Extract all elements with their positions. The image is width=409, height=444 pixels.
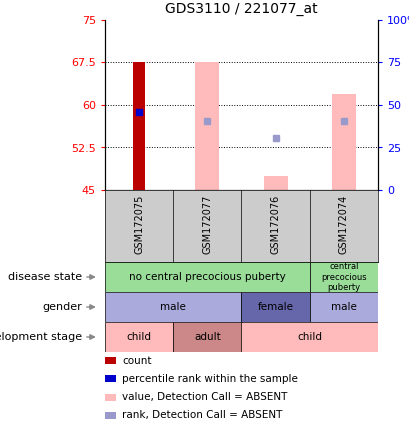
- Bar: [105, 412, 116, 419]
- Bar: [241, 292, 309, 322]
- Text: GSM172076: GSM172076: [270, 195, 280, 254]
- Text: disease state: disease state: [8, 272, 82, 282]
- Text: GSM172074: GSM172074: [338, 195, 348, 254]
- Text: GSM172077: GSM172077: [202, 195, 212, 254]
- Text: percentile rank within the sample: percentile rank within the sample: [122, 374, 297, 384]
- Bar: [309, 292, 377, 322]
- Title: GDS3110 / 221077_at: GDS3110 / 221077_at: [165, 2, 317, 16]
- Bar: [105, 357, 116, 364]
- Bar: [105, 322, 173, 352]
- Text: adult: adult: [193, 332, 220, 342]
- Text: child: child: [126, 332, 151, 342]
- Bar: [173, 322, 241, 352]
- Bar: [105, 375, 116, 382]
- Text: central
precocious
puberty: central precocious puberty: [320, 262, 366, 292]
- Text: value, Detection Call = ABSENT: value, Detection Call = ABSENT: [122, 392, 287, 402]
- Bar: [331, 94, 355, 190]
- Text: female: female: [257, 302, 293, 312]
- Text: child: child: [297, 332, 321, 342]
- Bar: [241, 322, 377, 352]
- Bar: [133, 63, 145, 190]
- Text: no central precocious puberty: no central precocious puberty: [129, 272, 285, 282]
- Bar: [195, 63, 219, 190]
- Bar: [105, 393, 116, 401]
- Text: male: male: [330, 302, 356, 312]
- Text: development stage: development stage: [0, 332, 82, 342]
- Text: GSM172075: GSM172075: [134, 195, 144, 254]
- Text: count: count: [122, 356, 151, 366]
- Bar: [263, 176, 287, 190]
- Bar: [309, 262, 377, 292]
- Text: male: male: [160, 302, 186, 312]
- Bar: [105, 262, 309, 292]
- Text: rank, Detection Call = ABSENT: rank, Detection Call = ABSENT: [122, 410, 282, 420]
- Text: gender: gender: [42, 302, 82, 312]
- Bar: [105, 292, 241, 322]
